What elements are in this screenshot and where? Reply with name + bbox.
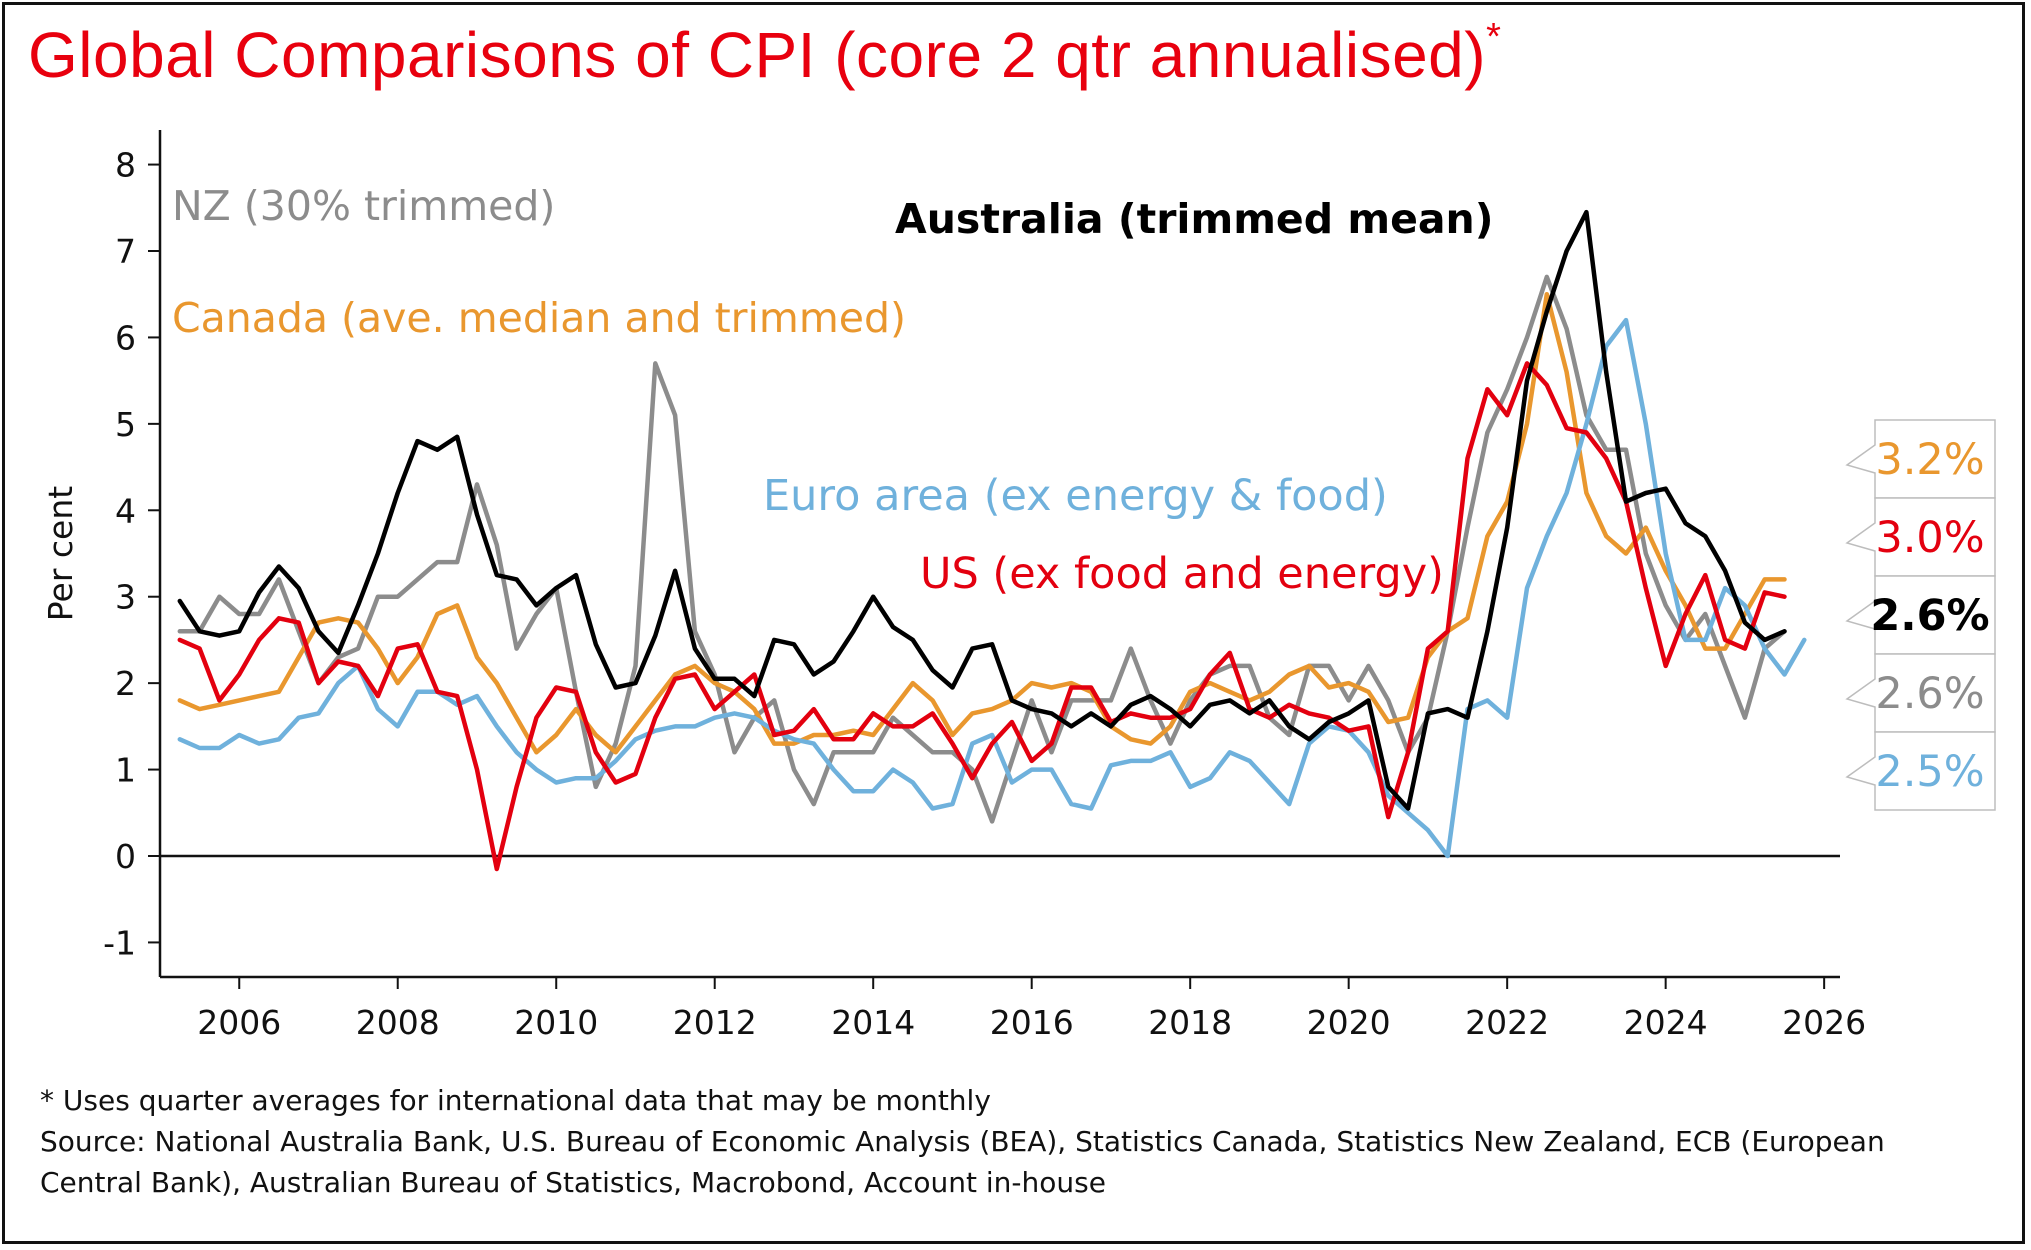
x-tick-label: 2024 [1624,1003,1708,1042]
x-tick-label: 2020 [1307,1003,1391,1042]
annotation-euro: Euro area (ex energy & food) [763,471,1388,521]
x-tick-label: 2014 [831,1003,915,1042]
x-tick-label: 2018 [1148,1003,1232,1042]
y-tick-label: 3 [115,578,136,617]
footnote-text: * Uses quarter averages for internationa… [40,1084,991,1117]
chart-title: Global Comparisons of CPI (core 2 qtr an… [28,18,1501,92]
y-tick-label: 0 [115,837,136,876]
annotation-nz: NZ (30% trimmed) [172,182,555,230]
source-line-2: Central Bank), Australian Bureau of Stat… [40,1166,1106,1199]
y-tick-label: 6 [115,318,136,357]
end-labels: 3.2% 3.0% 2.6% 2.6% 2.5% [1845,419,1996,811]
x-tick-label: 2008 [356,1003,440,1042]
x-tick-label: 2022 [1465,1003,1549,1042]
end-label-box-nz [1845,653,1996,733]
x-tick-label: 2012 [673,1003,757,1042]
x-tick-label: 2026 [1782,1003,1866,1042]
end-label-box-us [1845,497,1996,577]
end-label-box-canada [1845,419,1996,499]
y-tick-label: 2 [115,664,136,703]
chart-title-text: Global Comparisons of CPI (core 2 qtr an… [28,19,1487,91]
y-tick-label: 4 [115,491,136,530]
source-line-1: Source: National Australia Bank, U.S. Bu… [40,1125,1885,1158]
y-tick-label: 7 [115,232,136,271]
y-tick-label: 1 [115,751,136,790]
y-tick-label: -1 [103,923,136,962]
end-label-box-australia [1845,575,1996,655]
series-line-nz [177,274,1787,824]
annotation-australia: Australia (trimmed mean) [895,195,1493,243]
y-tick-label: 5 [115,405,136,444]
x-tick-label: 2006 [197,1003,281,1042]
title-asterisk: * [1486,16,1502,58]
end-label-box-euro [1845,731,1996,811]
series-line-us [177,361,1787,872]
series-lines [177,209,1807,872]
series-line-euro [177,317,1807,859]
series-annotations: NZ (30% trimmed) Australia (trimmed mean)… [172,182,1493,599]
series-line-canada [177,291,1787,755]
annotation-canada: Canada (ave. median and trimmed) [172,294,906,342]
end-label-nz: 2.6% [1875,669,1984,719]
y-tick-label: 8 [115,146,136,185]
y-axis-label: Per cent [41,486,80,621]
annotation-us: US (ex food and energy) [920,549,1444,599]
end-label-canada: 3.2% [1875,435,1984,485]
x-tick-label: 2010 [514,1003,598,1042]
x-tick-label: 2016 [990,1003,1074,1042]
series-line-australia [177,209,1787,811]
footnote-block: * Uses quarter averages for internationa… [40,1080,2000,1203]
axes: -1 0 1 2 3 4 5 6 7 8 2006 2008 2010 2012 2014 2016 2018 2… [41,130,1866,1042]
end-label-australia: 2.6% [1870,591,1989,641]
end-label-us: 3.0% [1875,513,1984,563]
end-label-euro: 2.5% [1875,747,1984,797]
